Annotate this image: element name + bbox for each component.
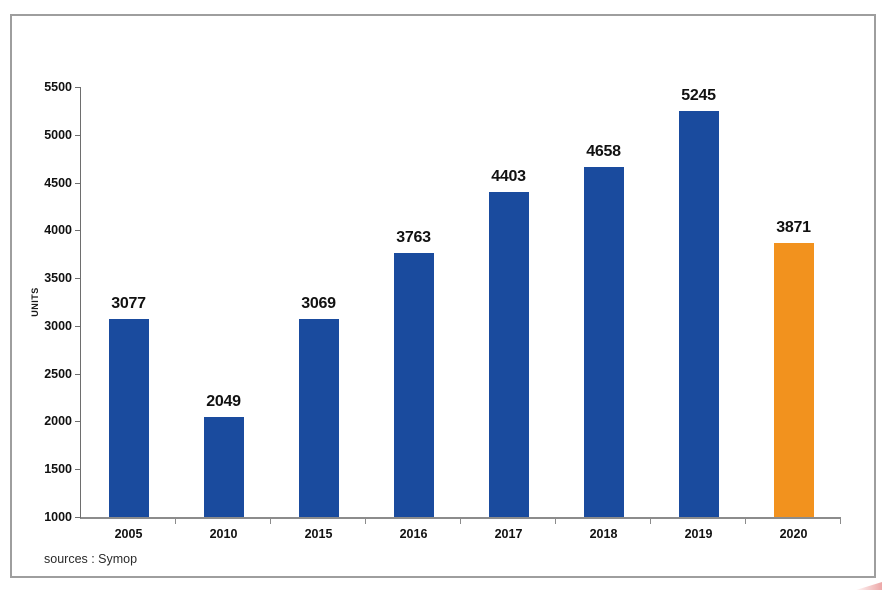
y-axis-tick-mark [75,134,81,136]
bar-2017 [488,191,529,517]
bar-value-label: 5245 [681,87,716,105]
y-axis-tick-mark [75,87,81,88]
y-axis-tick-label: 3500 [44,271,72,286]
bar-2015 [298,319,339,517]
x-axis-tick-mark [745,519,746,524]
bar-2020 [773,242,814,517]
x-axis-tick-label: 2017 [494,527,523,541]
x-axis-tick-label: 2010 [209,527,238,541]
y-axis-tick-label: 5500 [44,80,72,94]
source-note: sources : Symop [44,552,138,566]
chart-frame: UNITS 5500 5000 4500 4000 3500 3000 2500 2000 15… [10,14,876,578]
y-axis-tick-label: 1000 [44,510,72,524]
x-axis-tick-label: 2019 [684,527,713,541]
bar-value-label: 3077 [111,294,146,312]
bar-value-label: 4403 [491,167,526,185]
x-axis-tick-label: 2015 [304,527,333,541]
y-axis-tick-label: 5000 [44,127,72,142]
x-axis-tick-mark [270,519,271,524]
x-axis-tick-mark [175,519,176,524]
y-axis-tick-mark [75,325,81,327]
y-axis-tick-label: 2500 [44,366,72,381]
y-axis-title: UNITS [30,287,40,317]
y-axis-tick-label: 2000 [44,414,72,429]
y-axis-tick-label: 4500 [44,175,72,190]
y-axis-tick-mark [75,517,81,518]
bar-2016 [393,252,434,517]
y-axis-tick-label: 3000 [44,318,72,333]
bar-value-label: 3871 [776,218,811,236]
x-axis-tick-mark [840,519,841,524]
x-axis-tick-label: 2020 [779,527,808,541]
corner-red-mark [856,582,882,590]
bar-value-label: 3069 [301,295,336,313]
bar-2019 [678,111,719,517]
x-axis-tick-label: 2018 [589,527,618,541]
bar-value-label: 3763 [396,228,431,246]
x-axis-tick-label: 2005 [114,527,143,541]
bar-2010 [203,416,244,517]
x-axis-tick-label: 2016 [399,527,428,541]
x-axis-tick-mark [650,519,651,524]
y-axis-tick-mark [75,278,81,280]
bar-value-label: 4658 [586,143,621,161]
y-axis-tick-mark [75,421,81,423]
y-axis-tick-mark [75,182,81,184]
y-axis-tick-label: 1500 [44,462,72,477]
x-axis-tick-mark [365,519,366,524]
bar-2005 [108,318,149,517]
y-axis-tick-mark [75,373,81,375]
plot-area: 5500 5000 4500 4000 3500 3000 2500 2000 1500 1000… [44,80,841,541]
y-axis-tick-mark [75,469,81,471]
y-axis-tick-label: 4000 [44,223,72,238]
bar-2018 [583,167,624,517]
y-axis-tick-mark [75,230,81,232]
x-axis-tick-mark [460,519,461,524]
x-axis-tick-mark [555,519,556,524]
bar-value-label: 2049 [206,392,241,410]
